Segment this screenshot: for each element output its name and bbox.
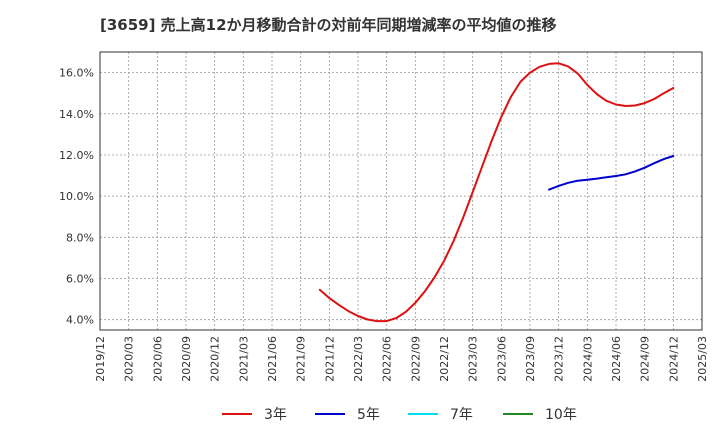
legend: 3年 5年 7年 10年 [222,407,577,423]
x-tick-label: 2022/03 [352,336,365,382]
plot-border [99,51,703,331]
y-tick-label: 8.0% [66,231,94,244]
y-tick-label: 6.0% [66,273,94,286]
x-tick-label: 2023/06 [495,336,508,382]
series-lines [318,62,675,323]
x-tick-label: 2021/09 [295,336,308,382]
x-tick-label: 2024/03 [581,336,594,382]
x-axis-ticks: 2019/12 2020/03 2020/06 2020/09 2020/12 2021/… [94,336,709,382]
x-tick-label: 2022/06 [381,336,394,382]
y-tick-label: 10.0% [59,190,94,203]
x-tick-label: 2021/06 [266,336,279,382]
x-tick-label: 2024/09 [639,336,652,382]
x-tick-label: 2019/12 [94,336,107,382]
series-line-3年 [318,62,675,323]
x-tick-label: 2023/12 [553,336,566,382]
x-tick-label: 2022/12 [438,336,451,382]
x-tick-label: 2023/09 [524,336,537,382]
x-tick-label: 2022/09 [409,336,422,382]
x-tick-label: 2020/09 [180,336,193,382]
legend-label: 7年 [450,407,473,423]
y-axis-ticks: 4.0% 6.0% 8.0% 10.0% 12.0% 14.0% 16.0% [59,67,94,327]
x-tick-label: 2024/06 [610,336,623,382]
series-line-5年 [548,155,675,191]
x-tick-label: 2021/03 [237,336,250,382]
x-tick-label: 2020/12 [209,336,222,382]
x-tick-label: 2021/12 [323,336,336,382]
grid-lines [99,52,703,330]
y-tick-label: 12.0% [59,149,94,162]
x-tick-label: 2025/03 [696,336,709,382]
x-tick-label: 2024/12 [667,336,680,382]
y-tick-label: 16.0% [59,67,94,80]
legend-label: 10年 [545,407,577,423]
y-tick-label: 14.0% [59,108,94,121]
x-tick-label: 2020/06 [151,336,164,382]
y-tick-label: 4.0% [66,314,94,327]
chart-title: [3659] 売上高12か月移動合計の対前年同期増減率の平均値の推移 [100,16,557,34]
legend-label: 3年 [264,407,287,423]
plot-area [100,52,702,330]
x-tick-label: 2020/03 [123,336,136,382]
x-tick-label: 2023/03 [467,336,480,382]
legend-label: 5年 [357,407,380,423]
